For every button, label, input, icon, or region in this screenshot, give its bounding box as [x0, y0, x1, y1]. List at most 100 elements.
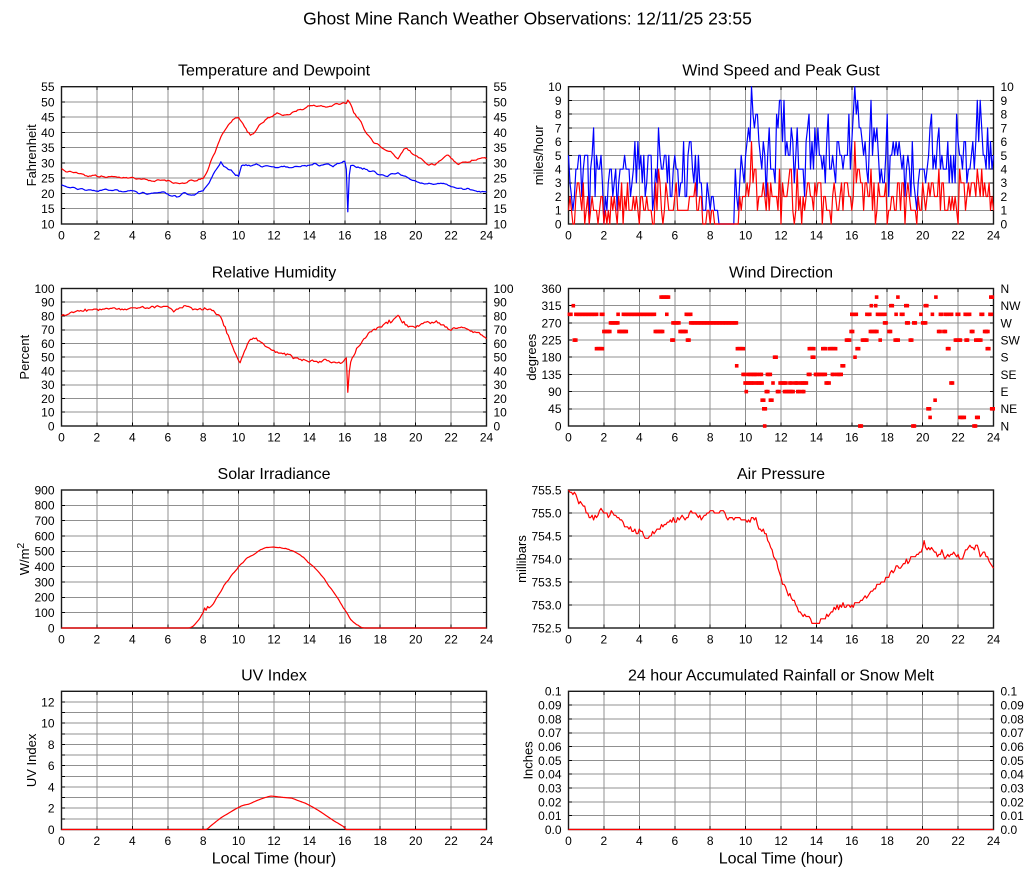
svg-text:16: 16	[845, 834, 859, 848]
svg-text:55: 55	[494, 80, 508, 94]
svg-text:0.02: 0.02	[1001, 795, 1025, 809]
svg-text:Inches: Inches	[521, 741, 536, 780]
svg-text:N: N	[1001, 419, 1010, 433]
svg-text:0.09: 0.09	[1001, 699, 1025, 713]
svg-text:20: 20	[409, 430, 423, 444]
svg-text:24: 24	[987, 834, 1001, 848]
svg-text:15: 15	[41, 202, 55, 216]
svg-text:18: 18	[374, 834, 388, 848]
svg-text:500: 500	[34, 545, 54, 559]
svg-text:35: 35	[494, 141, 508, 155]
svg-text:100: 100	[34, 606, 54, 620]
svg-text:2: 2	[1001, 190, 1008, 204]
svg-text:20: 20	[409, 632, 423, 646]
svg-text:755.5: 755.5	[531, 483, 561, 497]
svg-text:10: 10	[232, 228, 246, 242]
svg-text:8: 8	[707, 834, 714, 848]
svg-text:2: 2	[94, 834, 101, 848]
svg-text:70: 70	[494, 323, 508, 337]
svg-text:millibars: millibars	[514, 535, 529, 583]
svg-text:12: 12	[267, 632, 281, 646]
svg-text:degrees: degrees	[524, 333, 539, 380]
svg-text:4: 4	[129, 430, 136, 444]
svg-text:6: 6	[671, 834, 678, 848]
svg-text:20: 20	[494, 187, 508, 201]
svg-text:12: 12	[774, 228, 788, 242]
svg-text:40: 40	[41, 364, 55, 378]
svg-text:12: 12	[774, 834, 788, 848]
svg-text:0.03: 0.03	[538, 781, 562, 795]
svg-text:600: 600	[34, 529, 54, 543]
svg-text:4: 4	[1001, 163, 1008, 177]
svg-text:55: 55	[41, 80, 55, 94]
svg-text:40: 40	[494, 364, 508, 378]
svg-text:UV Index: UV Index	[241, 667, 307, 684]
svg-text:10: 10	[232, 834, 246, 848]
svg-text:6: 6	[164, 430, 171, 444]
svg-text:100: 100	[34, 282, 54, 296]
svg-text:300: 300	[34, 575, 54, 589]
svg-text:4: 4	[636, 430, 643, 444]
svg-text:0: 0	[48, 823, 55, 837]
svg-text:270: 270	[541, 316, 561, 330]
svg-text:Relative Humidity: Relative Humidity	[212, 265, 336, 282]
svg-text:30: 30	[494, 156, 508, 170]
svg-text:8: 8	[555, 108, 562, 122]
svg-text:753.5: 753.5	[531, 575, 561, 589]
svg-text:1: 1	[555, 204, 562, 218]
svg-text:0.07: 0.07	[538, 726, 562, 740]
svg-text:miles/hour: miles/hour	[531, 125, 546, 186]
svg-text:20: 20	[916, 228, 930, 242]
svg-text:22: 22	[951, 632, 965, 646]
svg-text:315: 315	[541, 299, 561, 313]
svg-text:6: 6	[671, 430, 678, 444]
svg-text:18: 18	[881, 632, 895, 646]
svg-text:10: 10	[41, 406, 55, 420]
svg-text:Local Time (hour): Local Time (hour)	[212, 851, 337, 868]
svg-text:45: 45	[494, 111, 508, 125]
svg-text:90: 90	[494, 296, 508, 310]
svg-text:18: 18	[374, 632, 388, 646]
svg-text:0.1: 0.1	[1001, 685, 1018, 699]
svg-text:16: 16	[845, 632, 859, 646]
svg-text:5: 5	[1001, 149, 1008, 163]
svg-text:0.01: 0.01	[538, 809, 562, 823]
svg-text:755.0: 755.0	[531, 506, 561, 520]
svg-text:3: 3	[1001, 176, 1008, 190]
svg-text:16: 16	[338, 430, 352, 444]
svg-text:2: 2	[94, 228, 101, 242]
svg-text:0.05: 0.05	[538, 754, 562, 768]
svg-text:800: 800	[34, 499, 54, 513]
svg-text:16: 16	[338, 228, 352, 242]
svg-text:200: 200	[34, 591, 54, 605]
svg-text:12: 12	[774, 430, 788, 444]
svg-text:2: 2	[601, 834, 608, 848]
svg-text:24: 24	[987, 228, 1001, 242]
svg-text:8: 8	[48, 738, 55, 752]
svg-text:6: 6	[671, 228, 678, 242]
svg-text:18: 18	[881, 834, 895, 848]
svg-text:Temperature and Dewpoint: Temperature and Dewpoint	[178, 63, 371, 80]
svg-text:0.07: 0.07	[1001, 726, 1025, 740]
svg-text:3: 3	[555, 176, 562, 190]
svg-text:10: 10	[494, 217, 508, 231]
svg-text:360: 360	[541, 282, 561, 296]
svg-text:30: 30	[41, 378, 55, 392]
svg-text:4: 4	[636, 632, 643, 646]
svg-text:225: 225	[541, 334, 561, 348]
svg-text:22: 22	[444, 430, 458, 444]
svg-text:18: 18	[374, 228, 388, 242]
svg-text:6: 6	[164, 632, 171, 646]
svg-text:8: 8	[1001, 108, 1008, 122]
svg-text:752.5: 752.5	[531, 621, 561, 635]
svg-text:0.01: 0.01	[1001, 809, 1025, 823]
svg-text:10: 10	[1001, 80, 1015, 94]
svg-text:0.1: 0.1	[545, 685, 562, 699]
svg-text:20: 20	[409, 834, 423, 848]
svg-text:20: 20	[916, 834, 930, 848]
svg-text:25: 25	[494, 172, 508, 186]
svg-text:7: 7	[555, 121, 562, 135]
svg-text:6: 6	[1001, 135, 1008, 149]
svg-text:20: 20	[41, 187, 55, 201]
svg-text:8: 8	[200, 430, 207, 444]
